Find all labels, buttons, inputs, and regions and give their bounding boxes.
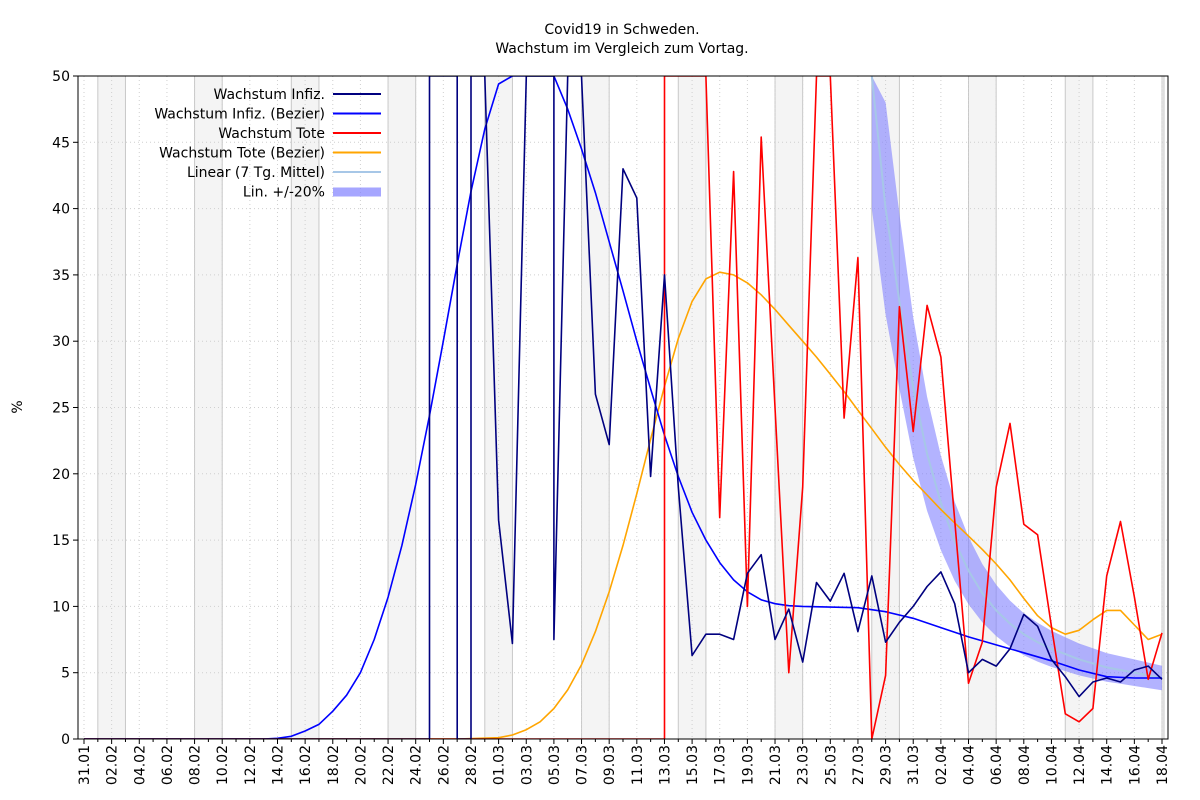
x-tick-label-9: 18.02 (326, 745, 342, 785)
legend-label-lin-20: Lin. +/-20% (243, 185, 325, 201)
x-tick-label-31: 02.04 (934, 745, 950, 785)
weekend-band-0 (97, 75, 126, 740)
y-tick-label-9: 45 (52, 135, 70, 151)
x-tick-label-15: 01.03 (492, 745, 508, 785)
x-tick-label-38: 16.04 (1127, 745, 1143, 785)
series-line-wachstum-infiz (84, 76, 1163, 739)
y-tick-label-8: 40 (52, 202, 70, 218)
x-tick-label-5: 10.02 (215, 745, 231, 785)
x-tick-label-1: 02.02 (105, 745, 121, 785)
x-tick-label-30: 31.03 (906, 745, 922, 785)
x-tick-label-7: 14.02 (270, 745, 286, 785)
y-tick-label-5: 25 (52, 401, 70, 417)
x-tick-label-14: 28.02 (464, 745, 480, 785)
series-lines (84, 76, 1163, 739)
x-tick-label-12: 24.02 (409, 745, 425, 785)
y-axis-label: % (10, 400, 26, 413)
chart-title: Covid19 in Schweden. (544, 22, 699, 38)
y-tick-label-4: 20 (52, 467, 70, 483)
weekend-band-1 (194, 75, 223, 740)
series-band-lin-20 (871, 76, 1162, 691)
legend-label-wachstum-tote: Wachstum Tote (218, 126, 325, 142)
x-tick-label-37: 14.04 (1100, 745, 1116, 785)
x-tick-label-10: 20.02 (353, 745, 369, 785)
x-tick-label-21: 13.03 (657, 745, 673, 785)
x-tick-label-4: 08.02 (188, 745, 204, 785)
x-tick-label-28: 27.03 (851, 745, 867, 785)
x-tick-label-26: 23.03 (796, 745, 812, 785)
series-line-linear-7-tg-mittel (870, 76, 1163, 679)
x-tick-label-2: 04.02 (132, 745, 148, 785)
legend: Wachstum Infiz. Wachstum Infiz. (Bezier) W… (154, 87, 381, 201)
x-tick-label-8: 16.02 (298, 745, 314, 785)
series-line-wachstum-infiz-bezier (84, 76, 1162, 739)
x-tick-label-16: 03.03 (519, 745, 535, 785)
legend-label-linear-7-tg-mittel: Linear (7 Tg. Mittel) (187, 165, 325, 181)
x-tick-label-22: 15.03 (685, 745, 701, 785)
x-tick-label-0: 31.01 (77, 745, 93, 785)
y-tick-label-7: 35 (52, 268, 70, 284)
x-tick-label-32: 04.04 (962, 745, 978, 785)
x-tick-label-17: 05.03 (547, 745, 563, 785)
x-tick-label-13: 26.02 (436, 745, 452, 785)
y-tick-label-1: 5 (61, 666, 70, 682)
legend-swatch-lin-20 (333, 187, 381, 197)
x-tick-label-34: 08.04 (1017, 745, 1033, 785)
x-tick-label-24: 19.03 (740, 745, 756, 785)
legend-label-wachstum-infiz: Wachstum Infiz. (214, 87, 325, 103)
y-tick-label-2: 10 (52, 599, 70, 615)
x-tick-label-29: 29.03 (879, 745, 895, 785)
y-tick-label-0: 0 (61, 732, 70, 748)
x-tick-label-23: 17.03 (713, 745, 729, 785)
x-tick-label-20: 11.03 (630, 745, 646, 785)
legend-label-wachstum-infiz-bezier: Wachstum Infiz. (Bezier) (154, 107, 325, 123)
x-tick-label-36: 12.04 (1072, 745, 1088, 785)
y-tick-label-3: 15 (52, 533, 70, 549)
x-tick-label-3: 06.02 (160, 745, 176, 785)
x-tick-label-25: 21.03 (768, 745, 784, 785)
series-line-wachstum-tote (84, 76, 1163, 739)
x-tick-label-39: 18.04 (1155, 745, 1171, 785)
weekend-band-3 (387, 75, 417, 740)
series-line-wachstum-tote-bezier (84, 271, 1163, 739)
x-tick-label-33: 06.04 (989, 745, 1005, 785)
x-tick-label-27: 25.03 (823, 745, 839, 785)
x-tick-label-35: 10.04 (1044, 745, 1060, 785)
x-tick-label-11: 22.02 (381, 745, 397, 785)
x-tick-label-6: 12.02 (243, 745, 259, 785)
y-tick-label-10: 50 (52, 69, 70, 85)
legend-label-wachstum-tote-bezier: Wachstum Tote (Bezier) (159, 146, 325, 162)
y-tick-label-6: 30 (52, 334, 70, 350)
x-axis: 31.01 02.02 04.02 06.02 08.02 10.02 12.02 14.02… (77, 739, 1171, 785)
x-tick-label-19: 09.03 (602, 745, 618, 785)
chart-subtitle: Wachstum im Vergleich zum Vortag. (495, 41, 748, 57)
y-axis: 0 5 10 15 20 25 30 35 40 45 50 (52, 69, 78, 748)
x-tick-label-18: 07.03 (575, 745, 591, 785)
